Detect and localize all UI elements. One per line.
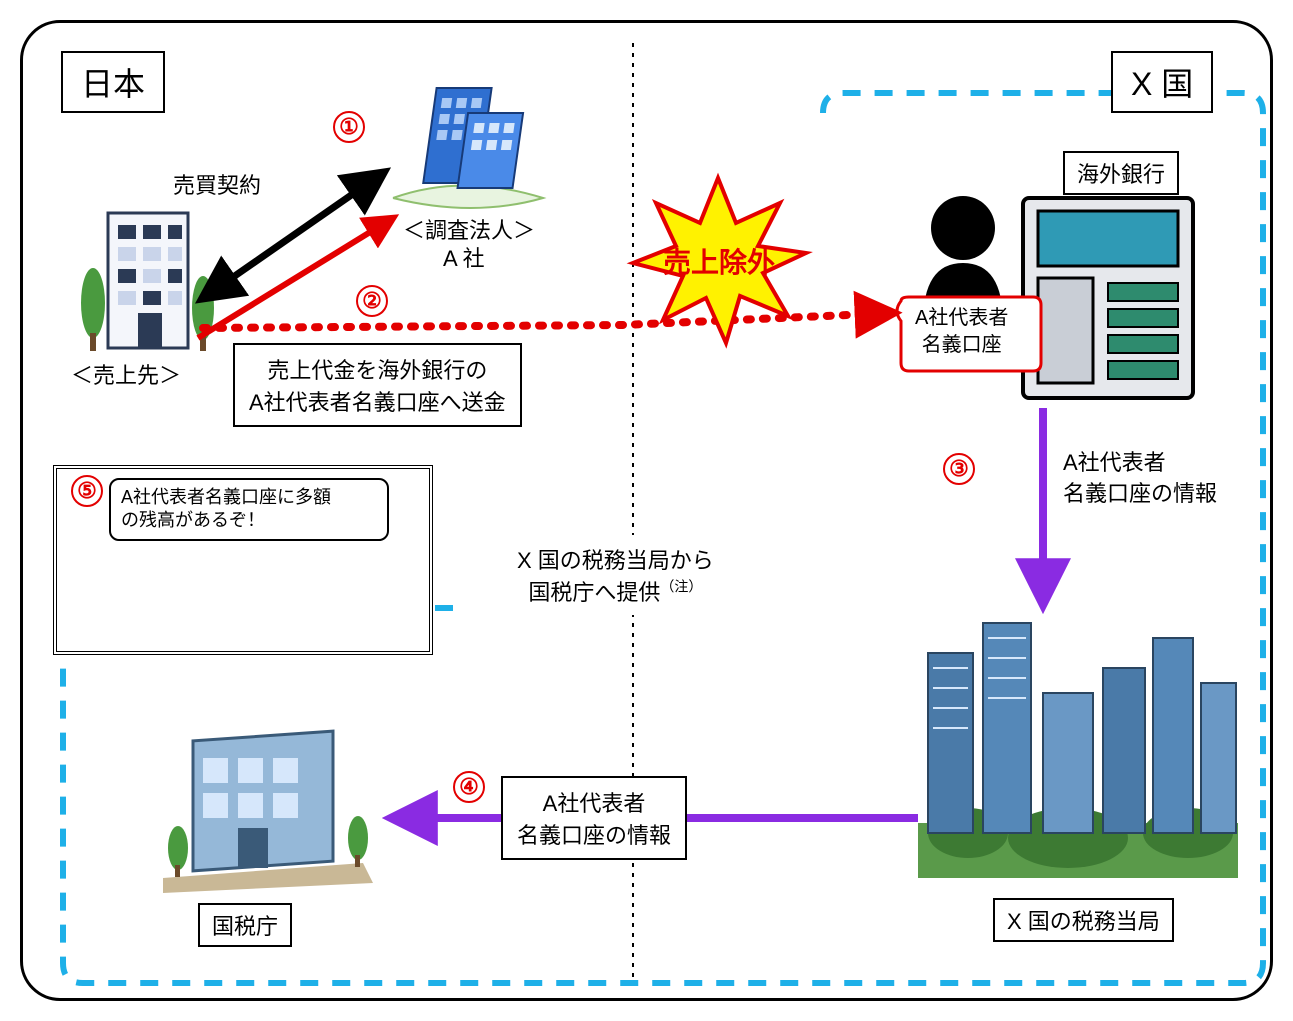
step-3-badge: ③ bbox=[943, 453, 975, 485]
step-4-line2: 名義口座の情報 bbox=[517, 823, 671, 848]
step-2-line2: A社代表者名義口座へ送金 bbox=[249, 390, 506, 415]
x-tax-authority-icon bbox=[918, 623, 1238, 878]
rep-account-line2: 名義口座 bbox=[922, 334, 1002, 356]
arrow-payment-dotted bbox=[203, 313, 893, 328]
step-2-box: 売上代金を海外銀行の A社代表者名義口座へ送金 bbox=[233, 343, 522, 427]
foreign-bank-label: 海外銀行 bbox=[1063, 151, 1179, 195]
rep-account-label: A社代表者 名義口座 bbox=[915, 305, 1008, 359]
step-5-line2: の残高があるぞ！ bbox=[121, 510, 265, 530]
step-2-line1: 売上代金を海外銀行の bbox=[267, 358, 487, 383]
company-a-label-bottom: A 社 bbox=[443, 241, 485, 273]
foreign-bank-icon bbox=[923, 196, 1193, 398]
center-note-sup: （注） bbox=[660, 579, 702, 595]
step-2-badge: ② bbox=[356, 285, 388, 317]
country-japan-label: 日本 bbox=[61, 51, 165, 113]
step-4-line1: A社代表者 bbox=[543, 791, 646, 816]
center-note: X 国の税務当局から 国税庁へ提供（注） bbox=[503, 535, 728, 615]
center-note-line1: X 国の税務当局から bbox=[517, 548, 714, 573]
step-5-speech: A社代表者名義口座に多額 の残高があるぞ！ bbox=[109, 478, 389, 541]
seller-label: ＜売上先＞ bbox=[71, 358, 181, 390]
step-3-label: A社代表者 名義口座の情報 bbox=[1063, 448, 1217, 510]
rep-account-line1: A社代表者 bbox=[915, 307, 1008, 329]
country-x-label: X 国 bbox=[1111, 51, 1213, 113]
company-a-building-icon bbox=[393, 88, 543, 208]
step-4-box: A社代表者 名義口座の情報 bbox=[501, 776, 687, 860]
x-tax-authority-label: X 国の税務当局 bbox=[993, 898, 1174, 942]
seller-building-icon bbox=[81, 213, 214, 351]
center-note-line2: 国税庁へ提供 bbox=[528, 580, 660, 605]
nta-label: 国税庁 bbox=[198, 903, 292, 947]
nta-building-icon bbox=[163, 731, 373, 893]
step-5-line1: A社代表者名義口座に多額 bbox=[121, 487, 331, 507]
step-1-badge: ① bbox=[333, 111, 365, 143]
step-4-badge: ④ bbox=[453, 771, 485, 803]
diagram-canvas: 税 務 署 日本 X 国 ＜売上先＞ ＜調査法人＞ A 社 海外銀行 A社代表者 bbox=[20, 20, 1273, 1001]
step-5-badge: ⑤ bbox=[71, 475, 103, 507]
arrow-payment-solid bbox=[198, 218, 393, 338]
step-3-line1: A社代表者 bbox=[1063, 450, 1166, 475]
step-1-label: 売買契約 bbox=[173, 168, 261, 200]
starburst-text: 売上除外 bbox=[663, 241, 775, 281]
step-3-line2: 名義口座の情報 bbox=[1063, 481, 1217, 506]
